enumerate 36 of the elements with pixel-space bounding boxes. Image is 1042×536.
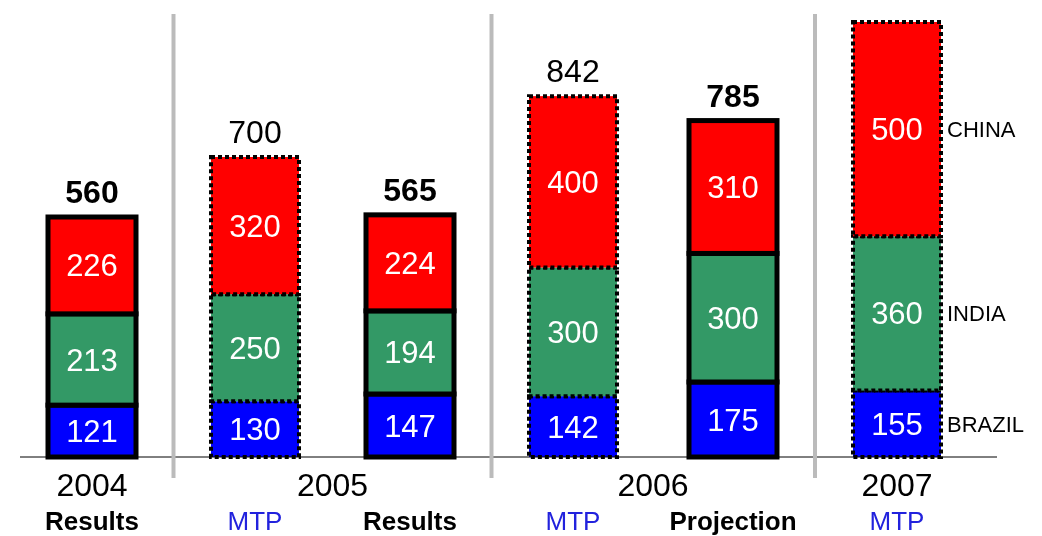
text: 2005 xyxy=(296,467,369,503)
data-label: 194 xyxy=(384,335,436,371)
x-tick-label: Projection xyxy=(669,506,797,536)
series-label: BRAZIL xyxy=(947,411,1025,437)
data-label: 213 xyxy=(66,342,118,378)
x-tick-label: MTP xyxy=(227,506,283,536)
total-label: 560 xyxy=(65,174,119,210)
data-label: 147 xyxy=(384,408,436,444)
data-label: 175 xyxy=(707,402,759,438)
text: 2004 xyxy=(56,467,128,503)
x-tick-label: Results xyxy=(45,506,139,536)
total-label: 842 xyxy=(546,53,600,90)
x-tick-label: MTP xyxy=(545,506,601,536)
data-label: 142 xyxy=(547,409,599,445)
data-label: 250 xyxy=(229,330,281,366)
total-label: 700 xyxy=(228,114,282,150)
data-label: 500 xyxy=(871,112,923,148)
series-label: CHINA xyxy=(947,117,1016,143)
x-tick-label: MTP xyxy=(869,506,925,536)
data-label: 155 xyxy=(871,406,923,442)
total-label: 565 xyxy=(383,171,437,208)
data-label: 300 xyxy=(707,300,759,336)
data-label: 400 xyxy=(547,164,599,200)
series-label: INDIA xyxy=(947,301,1006,327)
data-label: 320 xyxy=(229,208,281,244)
data-label: 224 xyxy=(384,245,436,281)
data-label: 226 xyxy=(66,248,118,284)
text: 2006 xyxy=(617,467,689,503)
text: 2007 xyxy=(861,467,933,503)
data-label: 121 xyxy=(66,414,118,450)
total-label: 785 xyxy=(706,77,760,114)
data-label: 130 xyxy=(229,412,281,448)
x-tick-label: Results xyxy=(363,506,457,536)
data-label: 360 xyxy=(871,296,923,332)
data-label: 310 xyxy=(707,170,759,205)
data-label: 300 xyxy=(547,314,599,350)
